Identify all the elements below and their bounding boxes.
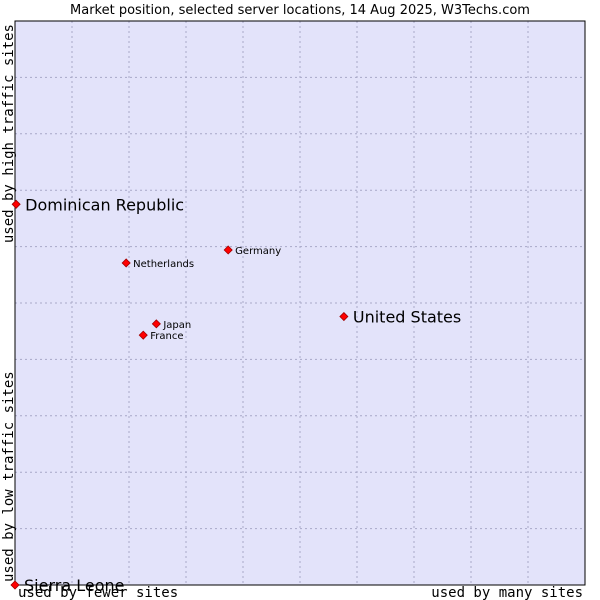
x-axis-high-label: used by many sites xyxy=(431,585,583,600)
plot-border xyxy=(14,20,586,586)
point-marker-france[interactable] xyxy=(138,330,148,340)
point-marker-sierra-leone[interactable] xyxy=(10,580,20,590)
point-label-dominican-republic: Dominican Republic xyxy=(25,195,184,214)
point-label-united-states: United States xyxy=(353,308,461,327)
point-marker-germany[interactable] xyxy=(223,245,233,255)
y-axis-low-label: used by low traffic sites xyxy=(1,371,17,582)
point-marker-dominican-republic[interactable] xyxy=(11,199,21,209)
x-axis-low-label: used by fewer sites xyxy=(18,585,178,600)
point-marker-united-states[interactable] xyxy=(339,311,349,322)
grid-lines xyxy=(15,21,585,585)
data-points: Dominican Republic United States Sierra Le… xyxy=(10,195,461,595)
point-label-japan: Japan xyxy=(162,320,191,331)
point-label-france: France xyxy=(150,331,183,342)
chart-title: Market position, selected server locatio… xyxy=(70,3,530,18)
point-label-germany: Germany xyxy=(235,246,281,257)
point-marker-japan[interactable] xyxy=(151,319,161,329)
point-label-sierra-leone: Sierra Leone xyxy=(24,576,124,595)
y-axis-high-label: used by high traffic sites xyxy=(1,24,17,243)
point-marker-netherlands[interactable] xyxy=(121,258,131,268)
point-label-netherlands: Netherlands xyxy=(133,259,194,270)
